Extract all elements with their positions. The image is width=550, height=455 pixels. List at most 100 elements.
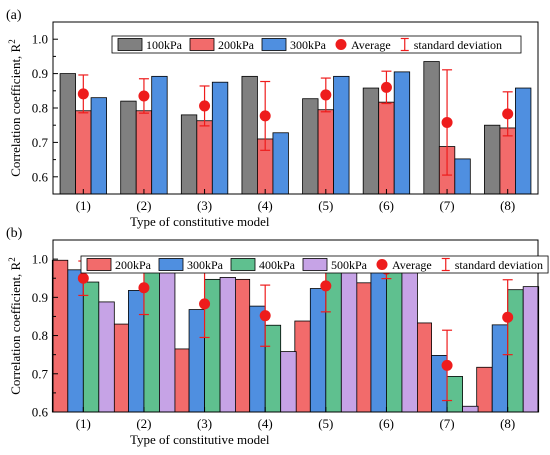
bar-200kPa-4 <box>233 278 251 413</box>
bar-200kPa-2 <box>135 110 153 195</box>
y-tick-label: 0.7 <box>32 366 49 381</box>
bar-400kPa-7 <box>446 376 463 413</box>
chart-panel-1: (a) 0.6 0.7 0.8 0.9 1.0 (1) (2) (3) (4) (5) (6) (7) (… <box>6 8 539 229</box>
bar-500kPa-3 <box>219 277 236 413</box>
bar-100kPa-8 <box>484 124 501 195</box>
bar-100kPa-6 <box>362 87 380 195</box>
y-tick-label: 0.9 <box>32 290 48 305</box>
average-point-2 <box>138 282 150 294</box>
bar-300kPa-8 <box>515 87 532 195</box>
y-tick-label: 0.8 <box>32 328 48 343</box>
y-tick-label: 1.0 <box>32 32 48 47</box>
average-point-6 <box>380 81 392 93</box>
bar-200kPa-7 <box>415 322 432 413</box>
plot-frame <box>52 239 539 413</box>
legend-label: standard deviation <box>455 258 543 272</box>
x-tick-label: (4) <box>258 416 273 431</box>
average-point-3 <box>199 298 211 310</box>
x-tick-label: (5) <box>318 198 333 213</box>
bar-300kPa-5 <box>309 288 327 413</box>
bar-200kPa-5 <box>294 320 311 413</box>
bar-400kPa-8 <box>507 289 524 413</box>
legend-average-marker <box>335 39 347 50</box>
x-tick-label: (2) <box>136 416 151 431</box>
bar-500kPa-2 <box>159 267 176 413</box>
bar-200kPa-8 <box>476 366 493 413</box>
bar-100kPa-4 <box>241 75 258 195</box>
legend-swatch-100kPa <box>117 38 143 51</box>
panel-label: (a) <box>6 8 22 23</box>
bar-500kPa-7 <box>462 405 479 413</box>
legend-swatch-200kPa <box>189 38 215 51</box>
x-tick-label: (8) <box>500 198 515 213</box>
average-point-5 <box>320 280 332 292</box>
legend-swatch-300kPa <box>158 258 184 271</box>
bar-300kPa-5 <box>333 75 350 195</box>
bar-100kPa-2 <box>120 100 137 195</box>
bar-200kPa-1 <box>51 259 69 413</box>
bar-100kPa-3 <box>180 114 198 195</box>
legend-swatch-300kPa <box>261 38 287 51</box>
bar-300kPa-6 <box>370 264 387 413</box>
x-tick-label: (1) <box>76 198 91 213</box>
average-point-4 <box>259 110 271 122</box>
legend-swatch-500kPa <box>302 258 328 271</box>
y-axis-label: Correlation coefficient, R2 <box>7 39 23 176</box>
legend-label: standard deviation <box>414 38 502 52</box>
y-tick-label: 0.7 <box>32 135 49 150</box>
bar-500kPa-8 <box>522 286 540 413</box>
bar-500kPa-1 <box>98 301 115 413</box>
bar-400kPa-1 <box>82 281 100 413</box>
bar-200kPa-3 <box>173 348 190 413</box>
average-point-3 <box>199 100 211 112</box>
x-tick-label: (3) <box>197 416 212 431</box>
x-tick-label: (7) <box>439 416 454 431</box>
bar-500kPa-6 <box>401 267 418 413</box>
bar-100kPa-5 <box>302 98 319 195</box>
legend-label: 300kPa <box>290 38 327 52</box>
average-point-7 <box>441 116 453 128</box>
x-tick-label: (1) <box>76 416 91 431</box>
bar-200kPa-2 <box>112 323 129 413</box>
bar-400kPa-4 <box>264 324 282 413</box>
average-point-1 <box>77 88 89 100</box>
bar-300kPa-3 <box>211 81 229 195</box>
bar-300kPa-2 <box>151 75 168 195</box>
legend-swatch-200kPa <box>86 258 112 271</box>
legend-label: Average <box>351 38 391 52</box>
y-tick-label: 0.9 <box>32 66 48 81</box>
average-point-8 <box>502 311 514 323</box>
average-point-1 <box>77 272 89 284</box>
bar-300kPa-8 <box>491 324 509 413</box>
x-tick-label: (6) <box>379 416 394 431</box>
bar-500kPa-5 <box>340 266 358 413</box>
bar-300kPa-4 <box>249 305 266 413</box>
legend-label: 200kPa <box>115 258 152 272</box>
bar-200kPa-6 <box>355 282 372 413</box>
x-tick-label: (5) <box>318 416 333 431</box>
bar-200kPa-1 <box>75 110 92 195</box>
legend-label: Average <box>392 258 432 272</box>
y-axis-label-text: Correlation coefficient, R <box>8 261 23 394</box>
legend: 100kPa 200kPa 300kPa Average standard deviat… <box>111 35 522 54</box>
panel-label: (b) <box>6 226 23 241</box>
y-axis-label-superscript: 2 <box>7 39 17 44</box>
y-axis-label-superscript: 2 <box>7 257 17 262</box>
y-tick-label: 0.6 <box>32 405 49 420</box>
legend-average-marker <box>376 259 388 270</box>
x-tick-label: (4) <box>258 198 273 213</box>
bar-300kPa-3 <box>188 309 205 413</box>
bar-200kPa-6 <box>378 101 395 195</box>
y-tick-label: 0.6 <box>32 169 49 184</box>
legend: 200kPa 300kPa 400kPa 500kPa Average standard … <box>80 255 549 274</box>
x-tick-label: (8) <box>500 416 515 431</box>
bar-200kPa-3 <box>196 120 213 195</box>
average-point-5 <box>320 89 332 101</box>
y-axis-label: Correlation coefficient, R2 <box>7 257 23 394</box>
average-point-7 <box>441 359 453 371</box>
average-point-4 <box>259 310 271 322</box>
bar-500kPa-4 <box>280 351 297 413</box>
x-axis-label: Type of constitutive model <box>130 432 270 447</box>
x-tick-label: (7) <box>439 198 454 213</box>
bar-300kPa-7 <box>454 158 471 195</box>
